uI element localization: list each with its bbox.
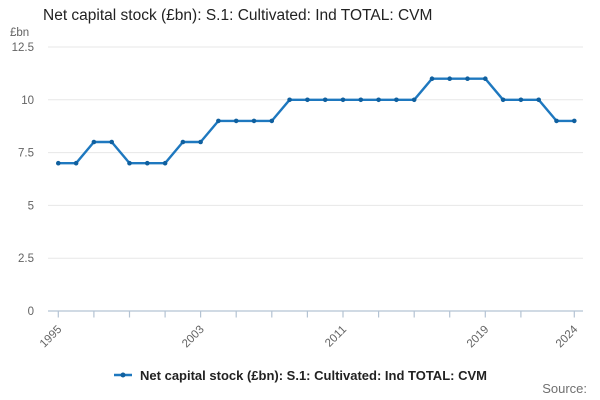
y-tick-label: 10 — [21, 95, 34, 107]
data-point-1998[interactable] — [109, 139, 114, 145]
y-tick-label: 12.5 — [12, 42, 34, 54]
data-point-2011[interactable] — [340, 97, 346, 103]
y-tick-label: 5 — [28, 200, 34, 212]
data-point-2000[interactable] — [145, 160, 150, 166]
data-point-2023[interactable] — [554, 118, 559, 124]
data-point-2018[interactable] — [465, 76, 470, 81]
data-point-2004[interactable] — [216, 118, 221, 124]
data-point-1995[interactable] — [56, 160, 61, 166]
data-series-line — [57, 77, 576, 165]
legend-label: Net capital stock (£bn): S.1: Cultivated… — [140, 367, 487, 383]
data-point-2010[interactable] — [322, 97, 328, 103]
x-tick-label: 1995 — [38, 324, 65, 351]
data-point-2014[interactable] — [394, 97, 399, 103]
data-point-2016[interactable] — [429, 76, 435, 81]
x-tick-label: 2011 — [323, 324, 349, 350]
legend-marker-dot — [120, 372, 126, 378]
data-point-2009[interactable] — [305, 97, 310, 103]
source-label: Source: — [542, 381, 587, 396]
data-point-2012[interactable] — [358, 97, 364, 103]
y-tick-label: 2.5 — [18, 253, 34, 265]
data-point-2013[interactable] — [376, 97, 381, 103]
x-tick-label: 2024 — [554, 323, 581, 350]
data-point-2003[interactable] — [198, 139, 203, 145]
data-point-2001[interactable] — [162, 160, 168, 166]
data-point-2002[interactable] — [180, 139, 186, 145]
legend-line-marker-icon — [114, 372, 133, 378]
legend: Net capital stock (£bn): S.1: Cultivated… — [0, 366, 600, 384]
data-point-2019[interactable] — [483, 76, 488, 81]
data-point-1996[interactable] — [73, 160, 79, 166]
data-point-2005[interactable] — [233, 118, 239, 124]
data-point-2017[interactable] — [447, 76, 453, 81]
data-point-1997[interactable] — [91, 139, 97, 145]
data-point-2024[interactable] — [572, 118, 577, 124]
y-tick-label: 0 — [28, 306, 34, 318]
data-point-2022[interactable] — [536, 97, 541, 103]
chart-title: Net capital stock (£bn): S.1: Cultivated… — [43, 7, 433, 24]
data-point-2006[interactable] — [251, 118, 257, 124]
x-tick-label: 2019 — [465, 324, 492, 351]
y-tick-label: 7.5 — [18, 148, 34, 160]
data-point-2007[interactable] — [269, 118, 275, 124]
data-point-2015[interactable] — [411, 97, 417, 103]
data-point-1999[interactable] — [127, 160, 132, 166]
y-axis-unit-label: £bn — [10, 27, 30, 39]
data-point-2020[interactable] — [500, 97, 506, 103]
data-point-2021[interactable] — [518, 97, 524, 103]
data-point-2008[interactable] — [287, 97, 292, 103]
x-tick-label: 2003 — [180, 324, 207, 351]
